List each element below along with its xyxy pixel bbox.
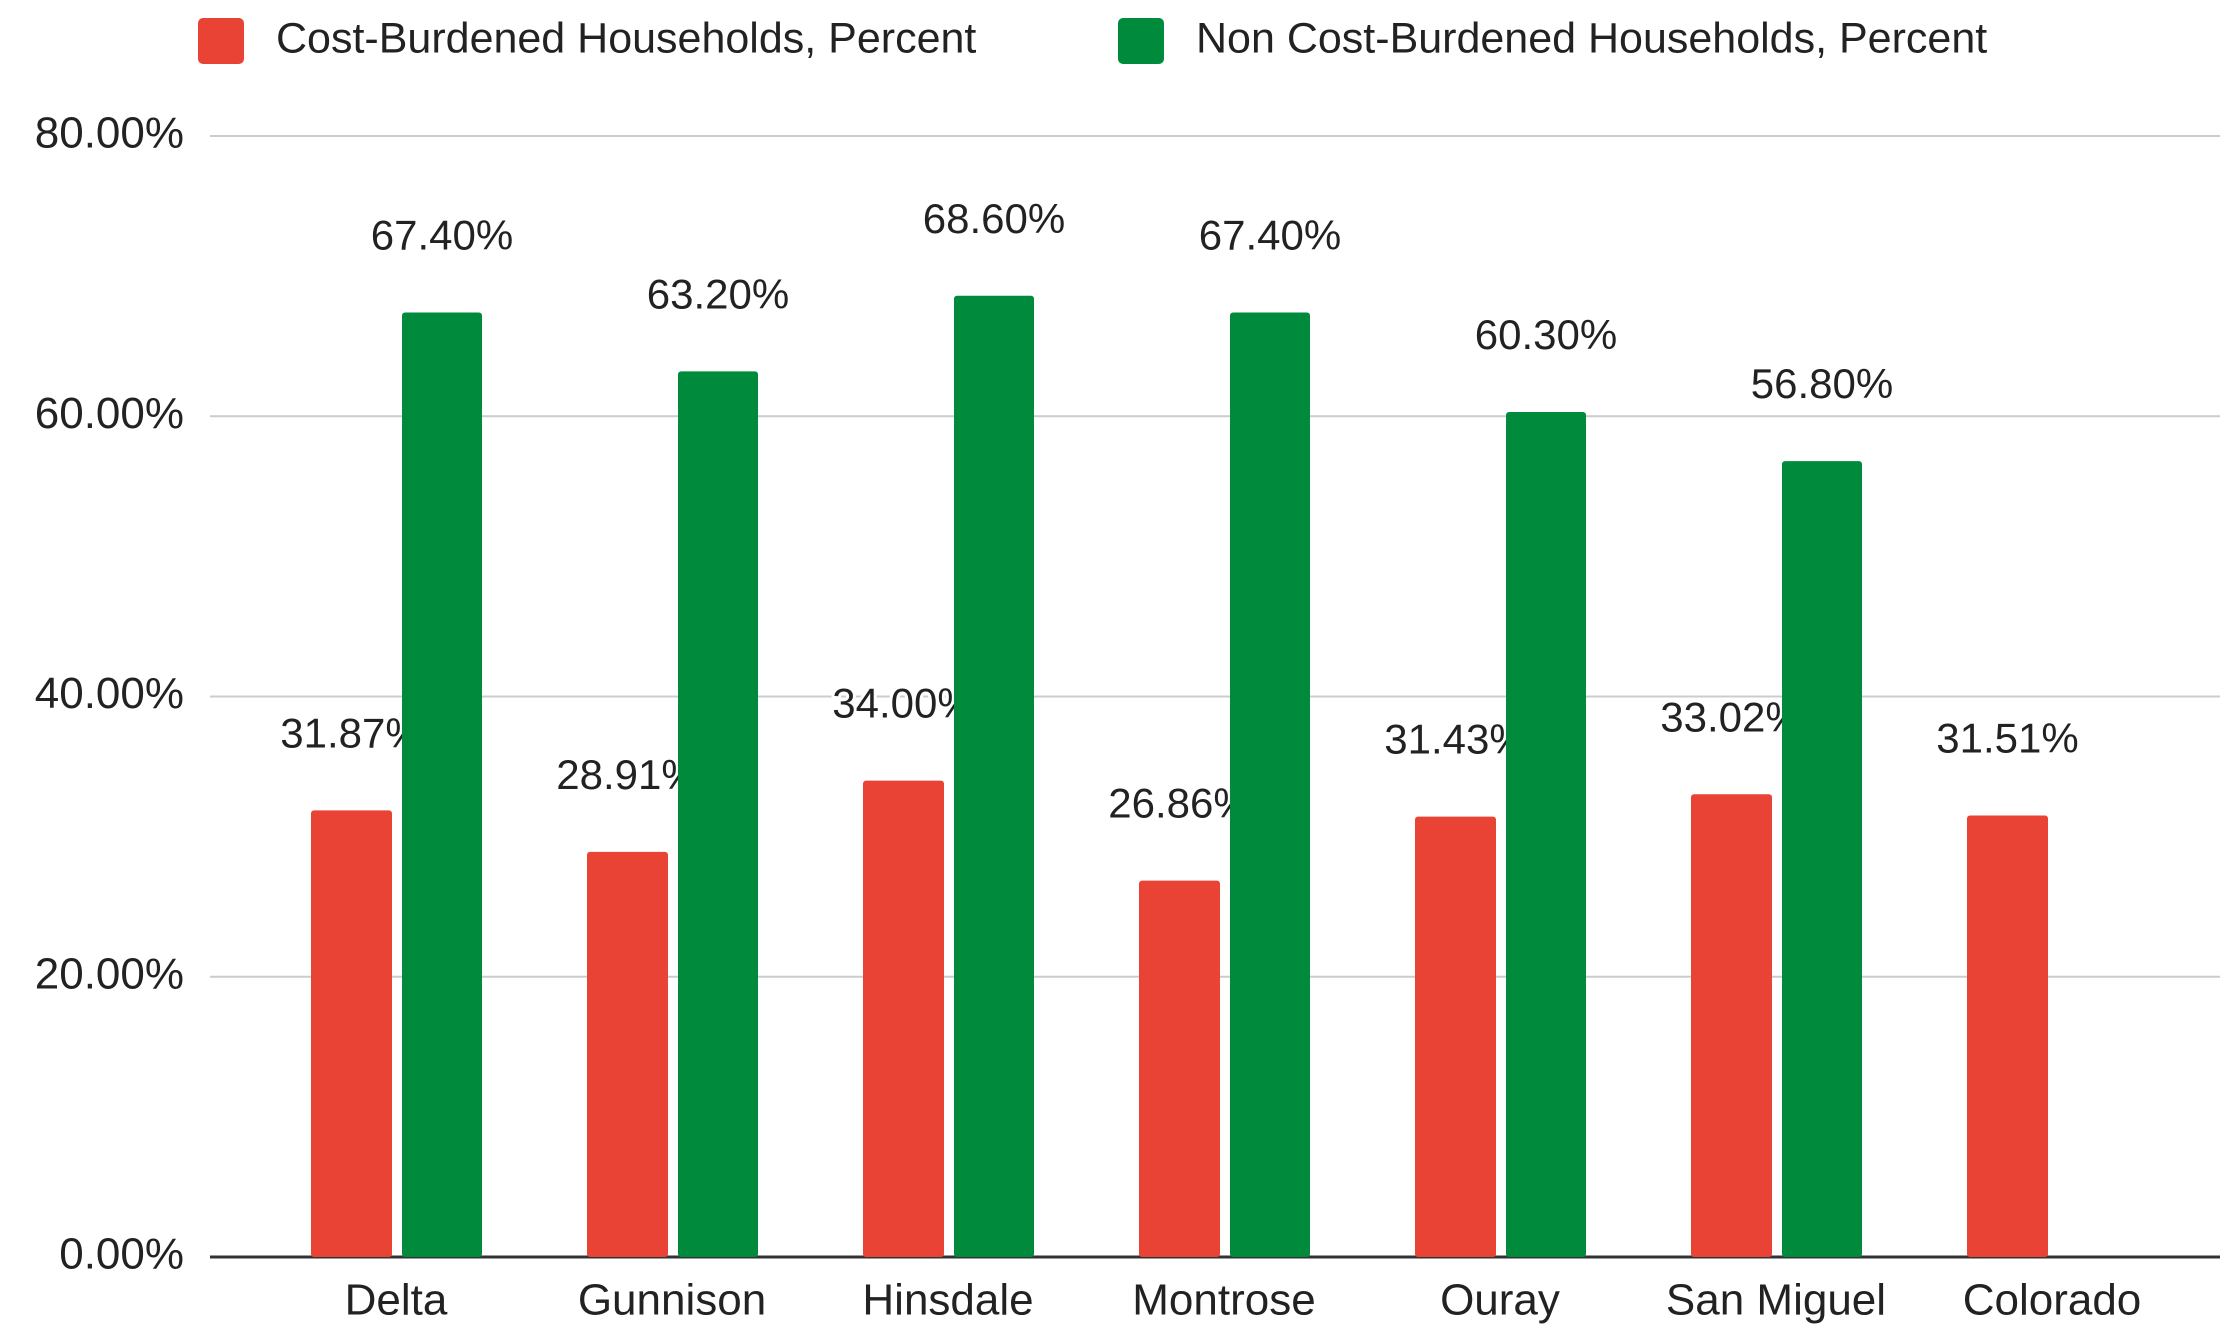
x-tick-label: Gunnison (578, 1276, 766, 1325)
value-label: 31.51% (1936, 715, 2078, 762)
bar (678, 371, 758, 1257)
y-tick-label: 80.00% (35, 109, 184, 158)
value-label: 31.87% (280, 710, 422, 757)
value-label: 28.91% (556, 751, 698, 798)
x-tick-label: Delta (345, 1276, 448, 1325)
bar (954, 295, 1034, 1257)
bar (1139, 880, 1220, 1257)
value-label: 68.60% (923, 195, 1065, 242)
bar (1506, 412, 1586, 1257)
value-label: 56.80% (1751, 360, 1893, 407)
legend-label: Cost-Burdened Households, Percent (276, 14, 976, 62)
value-label: 33.02% (1660, 693, 1802, 740)
legend-label: Non Cost-Burdened Households, Percent (1196, 14, 1987, 62)
x-tick-label: Colorado (1963, 1276, 2142, 1325)
bar (1782, 461, 1862, 1258)
y-tick-label: 60.00% (35, 389, 184, 438)
y-tick-label: 40.00% (35, 669, 184, 718)
x-tick-label: Hinsdale (862, 1276, 1033, 1325)
y-tick-label: 20.00% (35, 949, 184, 998)
legend-swatch (198, 18, 244, 64)
value-label: 67.40% (1199, 212, 1341, 259)
x-tick-label: San Miguel (1666, 1276, 1886, 1325)
bar (587, 851, 668, 1257)
bar (1691, 794, 1772, 1257)
legend-swatch (1118, 18, 1164, 64)
value-label: 67.40% (371, 212, 513, 259)
bar (402, 312, 482, 1257)
value-label: 26.86% (1108, 780, 1250, 827)
value-label: 63.20% (647, 271, 789, 318)
bar (1967, 815, 2048, 1257)
bar (1415, 816, 1496, 1257)
bar (863, 780, 944, 1257)
value-label: 34.00% (832, 680, 974, 727)
y-tick-label: 0.00% (59, 1230, 184, 1279)
bar (1230, 312, 1310, 1257)
bar (311, 810, 392, 1257)
x-tick-label: Montrose (1132, 1276, 1315, 1325)
x-tick-label: Ouray (1440, 1276, 1560, 1325)
value-label: 60.30% (1475, 311, 1617, 358)
value-label: 31.43% (1384, 716, 1526, 763)
